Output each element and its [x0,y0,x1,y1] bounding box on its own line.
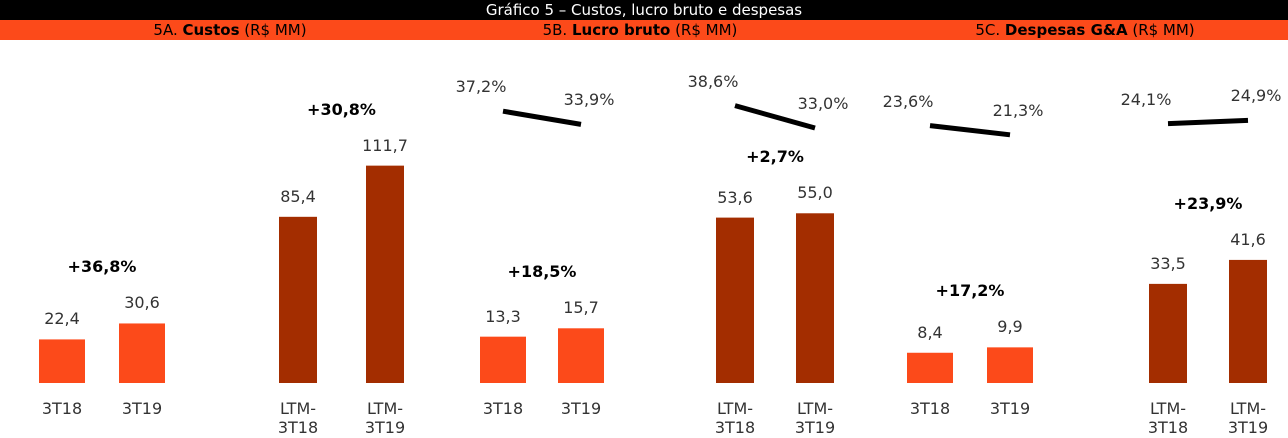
panel-title-part: 5B. [542,21,572,39]
value-label: 85,4 [280,186,316,206]
bar [39,339,85,383]
x-tick-label: LTM-3T19 [794,399,836,437]
bar [907,352,953,383]
bar [558,328,604,383]
value-label: 13,3 [485,306,521,326]
margin-label: 33,0% [797,94,849,113]
header-title: Gráfico 5 – Custos, lucro bruto e despes… [0,0,1288,20]
panel-title-part: Lucro bruto [571,21,671,39]
value-label: 53,6 [717,187,753,207]
bar [796,213,834,383]
change-annotation: +18,5% [507,262,577,282]
margin-line [502,108,582,127]
change-annotation: +36,8% [67,257,137,277]
bar [119,323,165,383]
margin-label: 24,9% [1230,86,1282,106]
panel-title: 5C. Despesas G&A (R$ MM) [975,20,1194,40]
x-tick-label: 3T18 [482,399,524,418]
x-tick-label: LTM-3T19 [364,399,406,437]
panel-title: 5A. Custos (R$ MM) [153,20,306,40]
margin-label: 37,2% [455,77,507,97]
bar [1149,283,1187,383]
change-annotation: +2,7% [746,147,804,167]
margin-label: 23,6% [882,91,934,111]
value-label: 8,4 [917,322,943,342]
value-label: 9,9 [997,317,1023,337]
change-annotation: +30,8% [307,99,376,119]
x-tick-label: 3T18 [909,399,951,418]
margin-label: 21,3% [992,100,1044,120]
bar [279,216,317,383]
margin-label: 33,9% [563,90,615,110]
x-tick-label: LTM-3T18 [1147,399,1189,437]
bar [716,217,754,383]
bar [366,165,404,383]
x-tick-label: 3T18 [41,399,83,418]
margin-line [1167,117,1249,127]
x-tick-label: 3T19 [560,399,602,418]
bar [987,347,1033,383]
value-label: 55,0 [797,183,833,203]
change-annotation: +23,9% [1173,193,1243,213]
panel-title-part: (R$ MM) [670,21,738,39]
title-band [0,20,1288,40]
x-tick-label: LTM-3T18 [714,399,756,437]
value-label: 22,4 [44,309,80,329]
x-tick-label: LTM-3T18 [277,399,319,437]
x-tick-label: LTM-3T19 [1227,399,1269,437]
margin-label: 38,6% [687,71,739,91]
value-label: 111,7 [362,135,408,155]
panel-title-part: Custos [182,21,240,39]
value-label: 33,5 [1150,253,1186,273]
margin-line [929,123,1011,138]
value-label: 30,6 [124,293,160,313]
panel-title: 5B. Lucro bruto (R$ MM) [543,20,738,40]
panel-title-part: 5A. [153,21,183,39]
panel-title-part: (R$ MM) [239,21,307,39]
panel-title-part: 5C. [975,21,1005,39]
panel-title-part: (R$ MM) [1127,21,1195,39]
panel-title-part: Despesas G&A [1004,21,1128,39]
bar [1229,259,1267,383]
bar [480,336,526,383]
value-label: 41,6 [1230,229,1266,249]
x-tick-label: 3T19 [121,399,163,418]
value-label: 15,7 [563,298,599,318]
change-annotation: +17,2% [935,281,1005,301]
margin-line [734,103,816,131]
margin-label: 24,1% [1120,89,1172,109]
x-tick-label: 3T19 [989,399,1031,418]
